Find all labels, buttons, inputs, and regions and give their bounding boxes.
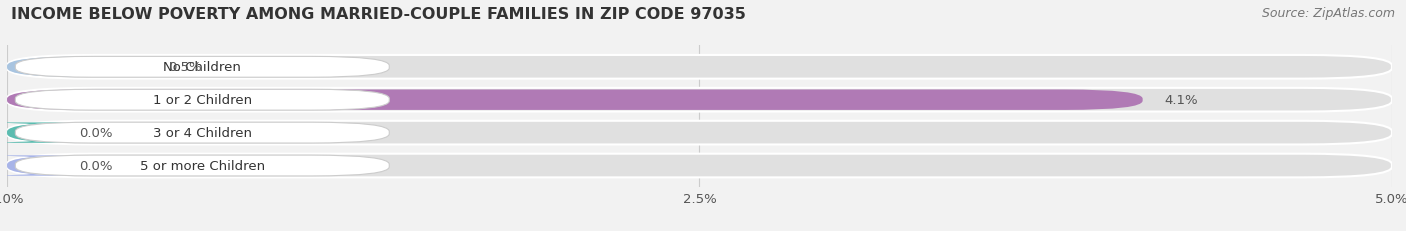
FancyBboxPatch shape [15,57,389,78]
FancyBboxPatch shape [15,155,389,176]
Text: Source: ZipAtlas.com: Source: ZipAtlas.com [1261,7,1395,20]
Text: 4.1%: 4.1% [1164,94,1198,107]
Text: 0.5%: 0.5% [167,61,201,74]
Text: No Children: No Children [163,61,242,74]
FancyBboxPatch shape [7,154,1392,178]
Text: 5 or more Children: 5 or more Children [139,159,264,172]
FancyBboxPatch shape [15,90,389,111]
FancyBboxPatch shape [15,123,389,143]
Text: 3 or 4 Children: 3 or 4 Children [153,127,252,140]
FancyBboxPatch shape [7,121,1392,145]
FancyBboxPatch shape [7,88,1392,112]
Text: INCOME BELOW POVERTY AMONG MARRIED-COUPLE FAMILIES IN ZIP CODE 97035: INCOME BELOW POVERTY AMONG MARRIED-COUPL… [11,7,747,22]
FancyBboxPatch shape [0,123,84,143]
FancyBboxPatch shape [7,56,1392,79]
FancyBboxPatch shape [7,57,146,78]
Text: 0.0%: 0.0% [79,159,112,172]
FancyBboxPatch shape [0,156,84,176]
FancyBboxPatch shape [7,90,1143,110]
Text: 1 or 2 Children: 1 or 2 Children [153,94,252,107]
Text: 0.0%: 0.0% [79,127,112,140]
